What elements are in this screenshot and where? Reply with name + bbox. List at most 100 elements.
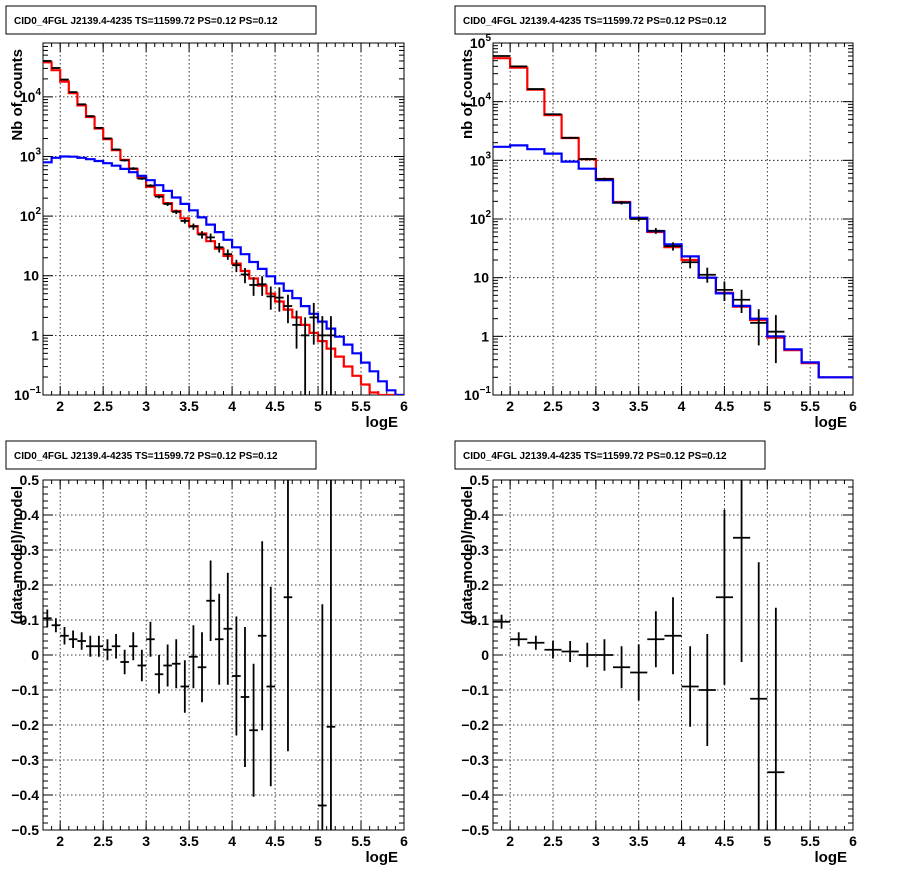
data-point [527, 635, 545, 650]
data-point [154, 194, 164, 199]
data-point [128, 632, 138, 661]
chart-panel-2: 2 2.5 3 3.5 4 4.5 5 5.5 6 10−1 1 10 102 103 104 105 CID0… [454, 5, 857, 431]
chart-title: CID0_4FGL J2139.4-4235 TS=11599.72 PS=0.… [463, 16, 727, 27]
data-point [60, 627, 69, 645]
x-tick-label: 5.5 [800, 833, 820, 849]
data-point [68, 91, 78, 94]
y-tick-label: 1 [31, 327, 39, 343]
data-layer [43, 60, 404, 395]
data-point [527, 88, 545, 90]
data-point [493, 55, 511, 57]
y-tick-label: 0 [481, 647, 489, 663]
y-tick-label: −0.5 [461, 822, 489, 838]
x-tick-label: 2 [506, 833, 514, 849]
data-point [318, 604, 327, 830]
data-point [137, 649, 147, 682]
data-point [733, 289, 751, 313]
data-point [561, 136, 579, 139]
data-point [715, 509, 733, 685]
x-tick-label: 2.5 [543, 833, 563, 849]
x-tick-label: 6 [849, 398, 857, 414]
data-point [613, 646, 631, 689]
x-tick-label: 5.5 [351, 398, 371, 414]
x-axis-label: logE [366, 849, 399, 866]
x-tick-label: 5 [763, 398, 771, 414]
x-tick-label: 2 [506, 398, 514, 414]
data-point [249, 277, 258, 296]
y-tick-label: −0.4 [11, 787, 39, 803]
data-point [240, 627, 250, 767]
data-point [111, 148, 121, 151]
y-tick-label: 0.4 [470, 507, 490, 523]
data-point [171, 639, 181, 689]
chart-panel-4: 2 2.5 3 3.5 4 4.5 5 5.5 6 −0.5 −0.4 −0.3 −0.2 −0.1 0 0.… [454, 440, 857, 866]
chart-title: CID0_4FGL J2139.4-4235 TS=11599.72 PS=0.… [14, 16, 278, 27]
data-point [715, 281, 733, 302]
x-tick-label: 2.5 [543, 398, 563, 414]
data-point [68, 630, 78, 648]
y-axis-label: (data-model)/model [9, 486, 26, 624]
x-tick-label: 5 [314, 833, 322, 849]
x-tick-label: 3 [592, 833, 600, 849]
y-tick-label: 105 [470, 33, 492, 51]
chart-panel-3: 2 2.5 3 3.5 4 4.5 5 5.5 6 −0.5 −0.4 −0.3 −0.2 −0.1 0 0.… [5, 440, 408, 866]
x-tick-label: 2 [56, 833, 64, 849]
data-point [318, 316, 327, 395]
data-point [180, 218, 190, 224]
data-point [146, 621, 155, 657]
data-point [544, 113, 562, 116]
data-point [85, 635, 95, 657]
data-point [103, 639, 112, 661]
data-point [283, 294, 293, 324]
y-tick-label: 0.1 [20, 612, 40, 628]
data-point [232, 259, 241, 273]
data-point [613, 200, 631, 205]
y-tick-label: −0.3 [11, 752, 39, 768]
data-point [292, 310, 301, 349]
y-tick-label: −0.4 [461, 787, 489, 803]
data-point [266, 586, 276, 787]
y-tick-label: 0.1 [470, 612, 490, 628]
data-point [681, 257, 699, 269]
x-tick-label: 5.5 [351, 833, 371, 849]
y-axis-label: nb of counts [459, 49, 476, 139]
y-tick-label: 1 [481, 328, 489, 344]
title-box [5, 5, 317, 35]
data-point [85, 115, 95, 118]
x-tick-label: 6 [400, 833, 408, 849]
data-point [750, 562, 768, 830]
data-point [510, 65, 528, 68]
data-point [60, 78, 69, 81]
y-tick-label: 103 [20, 146, 42, 164]
data-point [647, 611, 665, 668]
data-point [309, 302, 319, 345]
x-axis-label: logE [815, 849, 848, 866]
x-tick-label: 4 [678, 398, 686, 414]
y-axis-label: (data-model)/model [459, 486, 476, 624]
data-layer [493, 55, 853, 379]
data-point [767, 607, 785, 830]
data-point [146, 184, 155, 187]
y-tick-label: 10 [23, 268, 39, 284]
data-point [681, 646, 699, 727]
x-tick-label: 3 [142, 833, 150, 849]
data-point [154, 655, 164, 694]
data-point [43, 60, 52, 62]
data-point [326, 480, 336, 830]
data-point [94, 635, 104, 657]
data-point [180, 660, 190, 713]
data-point [630, 644, 648, 701]
y-tick-label: 0.2 [20, 577, 40, 593]
data-point [223, 572, 233, 685]
y-tick-label: 0.5 [20, 472, 40, 488]
data-point [647, 228, 665, 234]
data-point [767, 315, 785, 364]
y-tick-label: 102 [20, 206, 42, 224]
data-point [283, 480, 293, 752]
x-tick-label: 4.5 [715, 833, 735, 849]
data-point [561, 641, 579, 662]
y-tick-label: −0.1 [461, 682, 489, 698]
data-point [733, 480, 751, 662]
x-tick-label: 3.5 [179, 833, 199, 849]
